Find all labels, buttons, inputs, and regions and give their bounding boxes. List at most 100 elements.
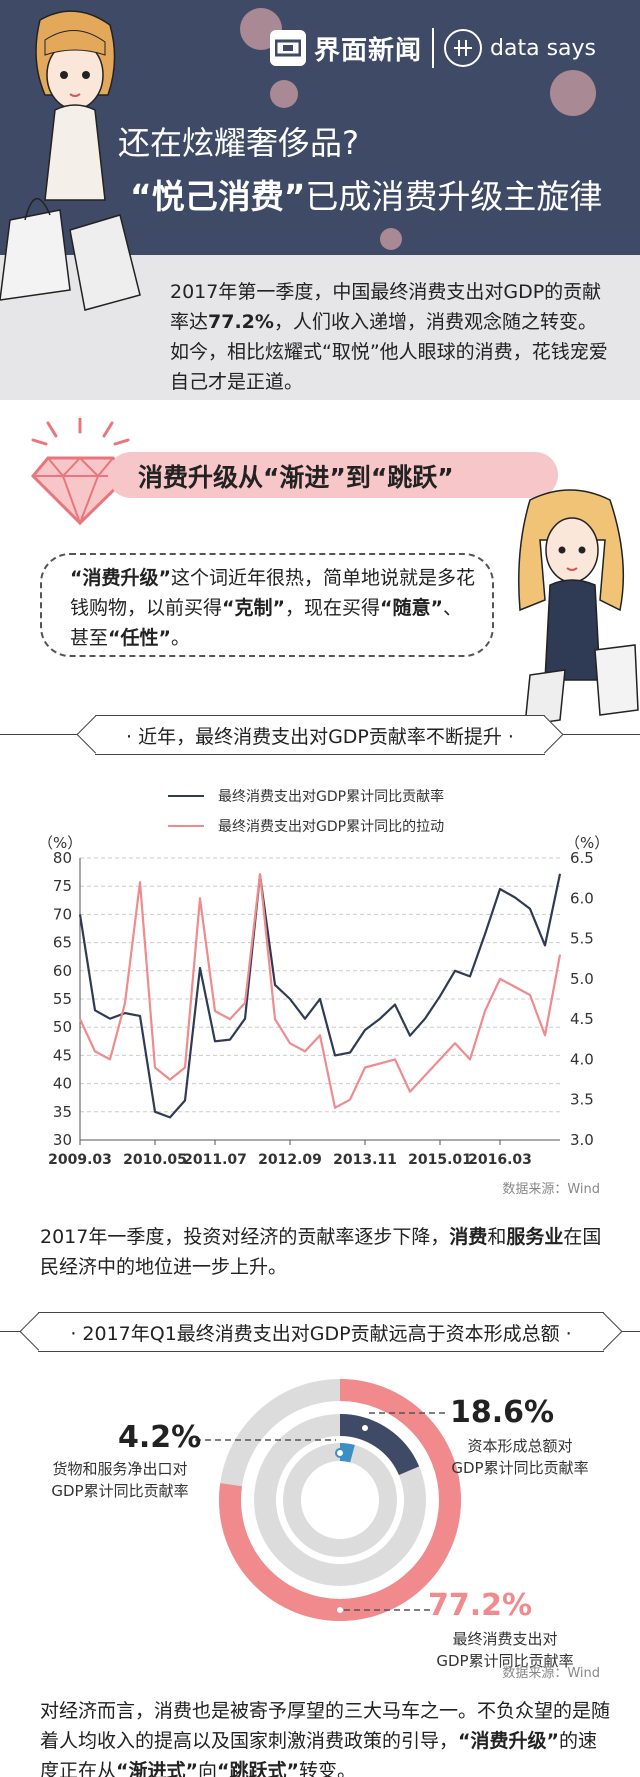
x-tick-label: 2011.07	[183, 1152, 247, 1168]
y-left-tick-label: 70	[53, 905, 72, 923]
chart-canvas: 30 35 40 45 50 55 60 65 70 75 80 3.0 3.5 4.0 4.5 5.0 5.5…	[38, 834, 609, 1168]
page-title-line1: 还在炫耀奢侈品?	[118, 124, 359, 162]
x-tick-label: 2012.09	[258, 1152, 322, 1168]
shopping-girl-illustration-2	[518, 489, 639, 726]
net-exports-desc-line1: 货物和服务净出口对	[52, 1460, 188, 1478]
y-right-axis-label: （%）	[565, 834, 609, 852]
y-right-tick-label: 5.5	[570, 930, 594, 948]
page-title-line2: “悦己消费”已成消费升级主旋律	[130, 170, 602, 218]
pointer-dot	[360, 1423, 370, 1433]
donut-segment-capital	[254, 1414, 426, 1586]
quote-text-b: ，现在买得	[285, 597, 381, 619]
intro-highlight: 77.2%	[208, 311, 274, 333]
y-left-axis-label: （%）	[38, 834, 82, 852]
para-text: 2017年一季度，投资对经济的贡献率逐步下降，	[40, 1226, 450, 1248]
para-text: 向	[198, 1760, 218, 1777]
leader-lines	[195, 1412, 445, 1611]
y-right-tick-label: 3.0	[570, 1131, 594, 1149]
consumption-percent: 77.2%	[428, 1588, 533, 1623]
capital-desc-line2: GDP累计同比贡献率	[451, 1459, 589, 1477]
quote-text-a: 这个词近年很热，简单地说就是多花钱购物，以前买得	[70, 567, 475, 619]
header-banner: 界面新闻 data says 还在炫耀奢侈品? “悦己消费”已成消费升级主旋律	[0, 0, 640, 255]
y-left-tick-label: 40	[53, 1075, 72, 1093]
legend-swatch	[168, 795, 204, 797]
title-rest: 已成消费升级主旋律	[305, 177, 603, 216]
paragraph-2: 对经济而言，消费也是被寄予厚望的三大马车之一。不负众望的是随着人均收入的提高以及…	[40, 1696, 610, 1777]
para-text: 在国民经济中的地位进一步上升。	[40, 1226, 602, 1278]
y-right-tick-label: 4.0	[570, 1050, 594, 1068]
x-tick-label: 2016.03	[468, 1152, 532, 1168]
para-bold: “消费升级”	[458, 1730, 559, 1752]
y-right-tick-label: 6.5	[570, 849, 594, 867]
consumption-desc-line2: GDP累计同比贡献率	[436, 1652, 574, 1670]
shopping-girl-illustration	[0, 10, 141, 311]
quote-bold: “任性”	[108, 627, 171, 649]
y-left-tick-label: 50	[53, 1018, 72, 1036]
brand-divider	[432, 28, 435, 68]
decor-dot	[550, 70, 596, 116]
banner-label-box: · 2017年Q1最终消费支出对GDP贡献远高于资本形成总额 ·	[38, 1312, 604, 1352]
para-bold: “跳跃式”	[217, 1760, 299, 1777]
legend-label: 最终消费支出对GDP累计同比的拉动	[218, 819, 445, 835]
capital-percent: 18.6%	[450, 1395, 555, 1430]
net-exports-percent: 4.2%	[118, 1420, 202, 1455]
series-line-pull	[79, 872, 562, 1109]
para-bold: 服务业	[506, 1226, 564, 1248]
para-bold: 消费	[449, 1226, 488, 1248]
data-says-logo-icon	[444, 29, 483, 67]
section-title-pill	[108, 452, 558, 498]
intro-text-a: 2017年第一季度，中国最终消费支出对GDP的贡献率达	[170, 281, 602, 333]
decor-dot	[270, 80, 298, 108]
y-right-tick-label: 4.5	[570, 1010, 594, 1028]
x-tick-label: 2015.01	[408, 1152, 472, 1168]
section-banner-1: · 近年，最终消费支出对GDP贡献率不断提升 ·	[0, 715, 640, 755]
para-text: 对经济而言，消费也是被寄予厚望的三大马车之一。不负众望的是随着人均收入的提高以及…	[40, 1700, 611, 1752]
paragraph-1: 2017年一季度，投资对经济的贡献率逐步下降，消费和服务业在国民经济中的地位进一…	[40, 1222, 610, 1282]
net-exports-desc: 货物和服务净出口对 GDP累计同比贡献率	[35, 1458, 205, 1502]
intro-text: 2017年第一季度，中国最终消费支出对GDP的贡献率达77.2%，人们收入递增，…	[170, 277, 610, 397]
legend-swatch	[168, 825, 204, 827]
quote-bold: “克制”	[222, 597, 285, 619]
consumption-desc: 最终消费支出对 GDP累计同比贡献率	[420, 1628, 590, 1672]
banner-label-box: · 近年，最终消费支出对GDP贡献率不断提升 ·	[95, 715, 545, 755]
legend-item: 最终消费支出对GDP累计同比的拉动	[168, 816, 444, 836]
y-right-tick-label: 6.0	[570, 889, 594, 907]
y-left-tick-label: 30	[53, 1131, 72, 1149]
banner-label: · 2017年Q1最终消费支出对GDP贡献远高于资本形成总额 ·	[70, 1322, 572, 1345]
jiemian-logo-icon	[270, 30, 306, 66]
title-highlight: “悦己消费”	[130, 177, 306, 216]
para-text: 的速度正在从	[40, 1730, 598, 1777]
quote-text-c: 、甚至	[70, 597, 463, 649]
y-left-tick-label: 75	[53, 877, 72, 895]
x-tick-label: 2013.11	[333, 1152, 397, 1168]
y-left-tick-label: 45	[53, 1046, 72, 1064]
brand-bar: 界面新闻 data says	[270, 28, 596, 68]
para-bold: “渐进式”	[116, 1760, 198, 1777]
brand-name: 界面新闻	[314, 35, 423, 66]
legend-label: 最终消费支出对GDP累计同比贡献率	[218, 789, 445, 805]
chart-source: 数据来源：Wind	[502, 1182, 600, 1197]
capital-desc: 资本形成总额对 GDP累计同比贡献率	[440, 1435, 600, 1479]
net-exports-desc-line2: GDP累计同比贡献率	[51, 1482, 189, 1500]
consumption-desc-line1: 最终消费支出对	[452, 1630, 558, 1648]
y-left-tick-label: 80	[53, 849, 72, 867]
donut-chart	[219, 1379, 461, 1621]
decor-dot	[380, 228, 402, 250]
y-left-tick-label: 60	[53, 962, 72, 980]
y-right-tick-label: 3.5	[570, 1091, 594, 1109]
banner-label: · 近年，最终消费支出对GDP贡献率不断提升 ·	[126, 725, 514, 748]
pointer-dot	[335, 1448, 345, 1458]
quote-bold: “随意”	[380, 597, 443, 619]
quote-text-d: 。	[171, 627, 191, 649]
section-banner-2: · 2017年Q1最终消费支出对GDP贡献远高于资本形成总额 ·	[0, 1312, 640, 1352]
quote-text: “消费升级”这个词近年很热，简单地说就是多花钱购物，以前买得“克制”，现在买得“…	[70, 563, 480, 653]
quote-box: “消费升级”这个词近年很热，简单地说就是多花钱购物，以前买得“克制”，现在买得“…	[40, 553, 494, 657]
legend-item: 最终消费支出对GDP累计同比贡献率	[168, 786, 444, 806]
brand-tag: data says	[490, 35, 596, 61]
y-left-tick-label: 35	[53, 1103, 72, 1121]
section-title: 消费升级从“渐进”到“跳跃”	[138, 463, 454, 492]
line-chart: 最终消费支出对GDP累计同比贡献率 最终消费支出对GDP累计同比的拉动 30 35…	[0, 770, 640, 1197]
y-left-tick-label: 65	[53, 934, 72, 952]
y-right-tick-label: 5.0	[570, 970, 594, 988]
